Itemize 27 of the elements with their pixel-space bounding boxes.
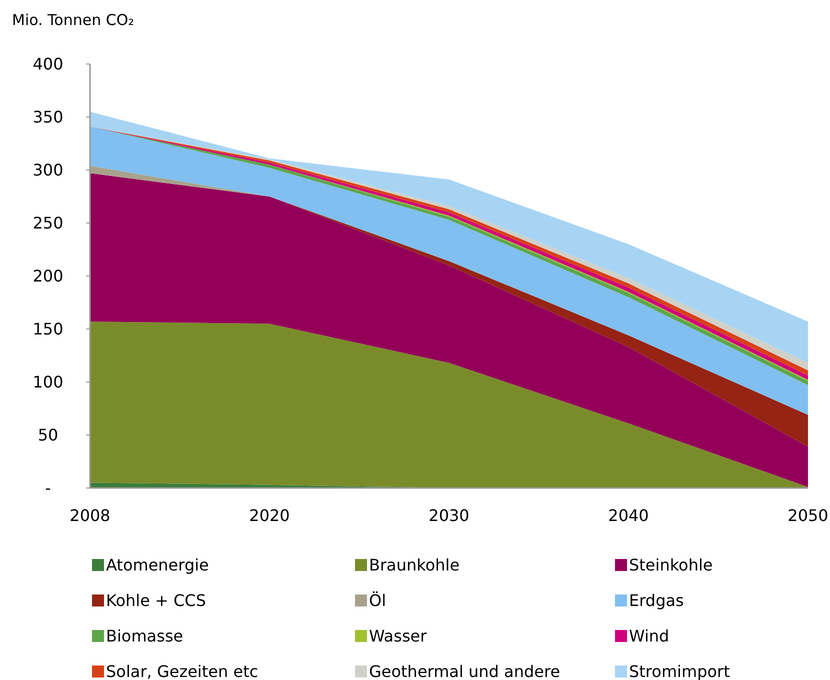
y-tick-label: 250 bbox=[32, 214, 64, 233]
legend-label: Solar, Gezeiten etc bbox=[106, 662, 258, 680]
y-tick-label: 400 bbox=[32, 54, 64, 74]
y-tick-label: 350 bbox=[32, 108, 64, 127]
y-tick-label: - bbox=[45, 478, 51, 498]
x-tick-label: 2008 bbox=[70, 506, 110, 525]
legend-label: Kohle + CCS bbox=[106, 591, 206, 610]
legend-label: Atomenergie bbox=[106, 556, 209, 575]
legend-label: Stromimport bbox=[629, 662, 730, 680]
y-tick-label: 200 bbox=[32, 266, 64, 286]
legend-label: Braunkohle bbox=[369, 556, 460, 575]
y-tick-label: 50 bbox=[38, 426, 58, 445]
legend-label: Wasser bbox=[369, 626, 428, 646]
x-tick-label: 2040 bbox=[608, 506, 649, 525]
y-axis-title: Mio. Tonnen CO₂ bbox=[12, 11, 134, 29]
legend-label: Öl bbox=[369, 591, 386, 610]
x-tick-label: 2050 bbox=[788, 506, 828, 525]
y-tick-label: 150 bbox=[32, 320, 64, 339]
legend-label: Erdgas bbox=[629, 591, 684, 610]
legend-label: Steinkohle bbox=[629, 556, 713, 575]
x-tick-label: 2020 bbox=[249, 506, 290, 525]
x-tick-label: 2030 bbox=[428, 506, 470, 525]
y-tick-label: 300 bbox=[32, 160, 64, 180]
legend-label: Biomasse bbox=[106, 626, 184, 646]
y-tick-label: 100 bbox=[32, 372, 64, 392]
legend-label: Wind bbox=[629, 626, 670, 646]
legend-label: Geothermal und andere bbox=[369, 662, 560, 680]
